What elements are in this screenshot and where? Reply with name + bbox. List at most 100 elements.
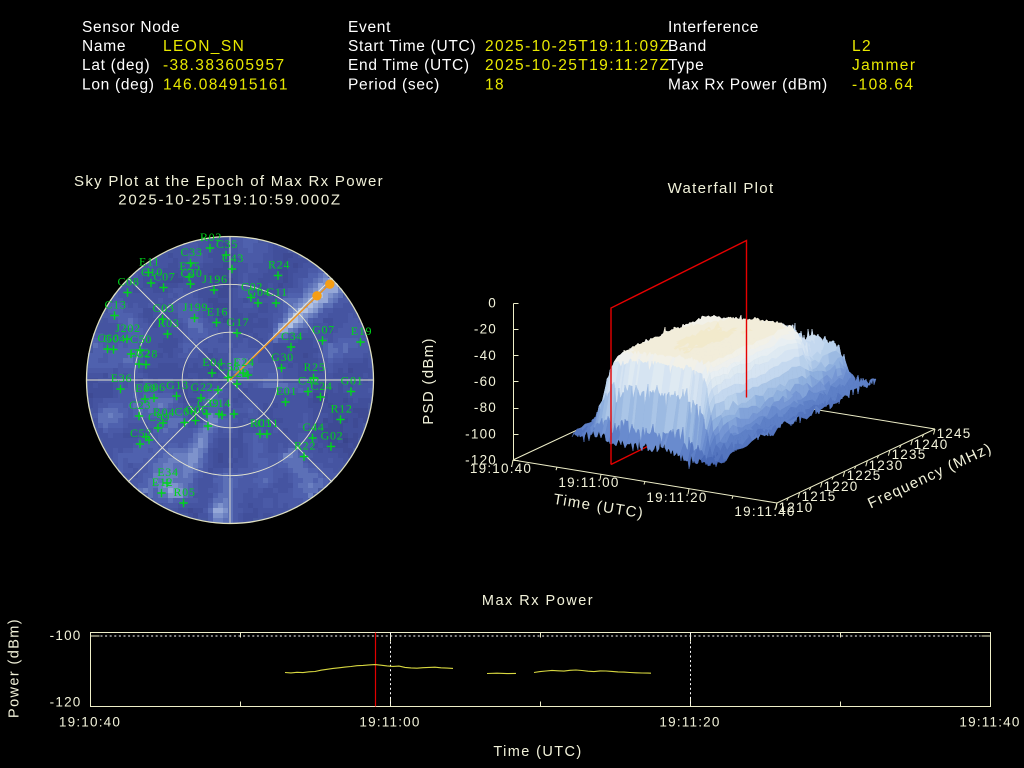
svg-text:Interference: Interference [668,19,759,36]
svg-text:G02: G02 [321,429,344,443]
svg-text:19:11:00: 19:11:00 [558,475,619,490]
svg-text:R03: R03 [157,316,179,330]
svg-text:Type: Type [668,57,704,74]
svg-text:E36: E36 [111,371,132,385]
svg-text:C13: C13 [104,298,126,312]
svg-text:C43: C43 [222,251,244,265]
svg-text:E06: E06 [144,380,165,394]
svg-text:C08: C08 [117,275,139,289]
svg-text:G17: G17 [227,315,250,329]
svg-text:G06: G06 [185,403,208,417]
svg-text:C03: C03 [152,301,174,315]
svg-text:146.084915161: 146.084915161 [163,76,289,93]
svg-text:C34: C34 [281,329,303,343]
svg-text:1240: 1240 [914,437,949,452]
svg-text:18: 18 [485,76,505,93]
svg-text:LEON_SN: LEON_SN [163,38,245,55]
svg-text:Band: Band [668,38,707,55]
svg-text:C35: C35 [216,237,238,251]
svg-text:1235: 1235 [892,447,927,462]
svg-text:C33: C33 [180,245,202,259]
svg-text:Name: Name [82,38,126,55]
svg-text:-38.383605957: -38.383605957 [163,57,286,74]
svg-text:C44: C44 [302,420,324,434]
svg-text:L2: L2 [852,38,872,55]
svg-text:C58: C58 [218,360,240,374]
svg-text:C60: C60 [97,331,119,345]
svg-text:C50: C50 [130,332,152,346]
svg-text:C10: C10 [141,265,163,279]
svg-text:E34: E34 [157,465,178,479]
svg-text:-40: -40 [474,348,497,363]
svg-text:19:11:00: 19:11:00 [359,715,420,730]
svg-text:C39: C39 [197,396,219,410]
svg-text:PSD (dBm): PSD (dBm) [420,337,437,425]
svg-text:G07: G07 [312,323,335,337]
svg-text:E25: E25 [179,259,200,273]
svg-text:Max Rx Power (dBm): Max Rx Power (dBm) [668,76,828,93]
svg-text:2025-10-25T19:11:27Z: 2025-10-25T19:11:27Z [485,57,670,74]
svg-text:-100: -100 [465,426,497,441]
svg-text:Time (UTC): Time (UTC) [493,744,582,760]
svg-text:G04: G04 [103,332,126,346]
svg-text:Sky Plot at the Epoch of Max R: Sky Plot at the Epoch of Max Rx Power [74,173,384,190]
svg-text:-108.64: -108.64 [852,76,914,93]
svg-text:19:10:40: 19:10:40 [59,715,121,730]
svg-text:E16: E16 [207,305,228,319]
svg-text:2025-10-25T19:11:09Z: 2025-10-25T19:11:09Z [485,38,670,55]
svg-text:Lon (deg): Lon (deg) [82,76,155,93]
svg-text:19:11:20: 19:11:20 [646,490,707,505]
svg-text:J202: J202 [115,321,140,335]
svg-text:1220: 1220 [824,479,859,494]
svg-text:R02: R02 [200,230,222,244]
svg-text:R04: R04 [153,405,175,419]
svg-text:G13: G13 [166,378,189,392]
svg-text:C99: C99 [148,410,170,424]
svg-text:0: 0 [488,296,497,311]
svg-text:R24: R24 [268,258,290,272]
svg-text:R01: R01 [250,416,272,430]
svg-text:G30: G30 [271,350,294,364]
svg-text:Sensor Node: Sensor Node [82,19,180,36]
svg-text:C28: C28 [136,347,158,361]
svg-text:C24: C24 [310,379,332,393]
svg-text:-60: -60 [474,374,497,389]
svg-text:C40: C40 [180,266,202,280]
svg-text:1210: 1210 [779,500,814,515]
svg-text:1245: 1245 [937,426,972,441]
svg-text:R05: R05 [173,485,195,499]
svg-text:-80: -80 [474,400,497,415]
svg-text:End Time (UTC): End Time (UTC) [348,57,470,74]
svg-text:E19: E19 [351,324,372,338]
svg-text:-120: -120 [50,695,82,710]
svg-text:E12: E12 [152,475,173,489]
svg-text:C02: C02 [241,280,263,294]
svg-text:19:11:40: 19:11:40 [959,715,1020,730]
svg-text:R25: R25 [303,360,325,374]
svg-text:Jammer: Jammer [852,57,916,74]
svg-text:C51: C51 [257,416,279,430]
svg-text:C23: C23 [129,398,151,412]
svg-text:E04: E04 [202,355,223,369]
svg-text:-120: -120 [465,453,497,468]
svg-text:G22: G22 [191,380,214,394]
svg-text:1215: 1215 [802,489,837,504]
svg-text:C42: C42 [298,374,320,388]
svg-text:E11: E11 [139,255,160,269]
svg-text:C11: C11 [266,285,288,299]
svg-text:R22: R22 [294,439,316,453]
svg-text:C07: C07 [153,270,175,284]
svg-text:Event: Event [348,19,391,36]
svg-text:-20: -20 [474,322,497,337]
svg-text:19:10:40: 19:10:40 [470,461,532,476]
svg-text:G04: G04 [248,285,271,299]
svg-text:1225: 1225 [847,468,882,483]
svg-text:19:11:20: 19:11:20 [659,715,720,730]
svg-text:E09: E09 [135,381,156,395]
svg-text:1230: 1230 [869,458,904,473]
svg-text:C14: C14 [209,396,231,410]
svg-text:Max Rx Power: Max Rx Power [482,593,594,609]
svg-text:R12: R12 [330,402,352,416]
svg-text:Power (dBm): Power (dBm) [7,618,23,718]
svg-text:C52: C52 [130,426,152,440]
